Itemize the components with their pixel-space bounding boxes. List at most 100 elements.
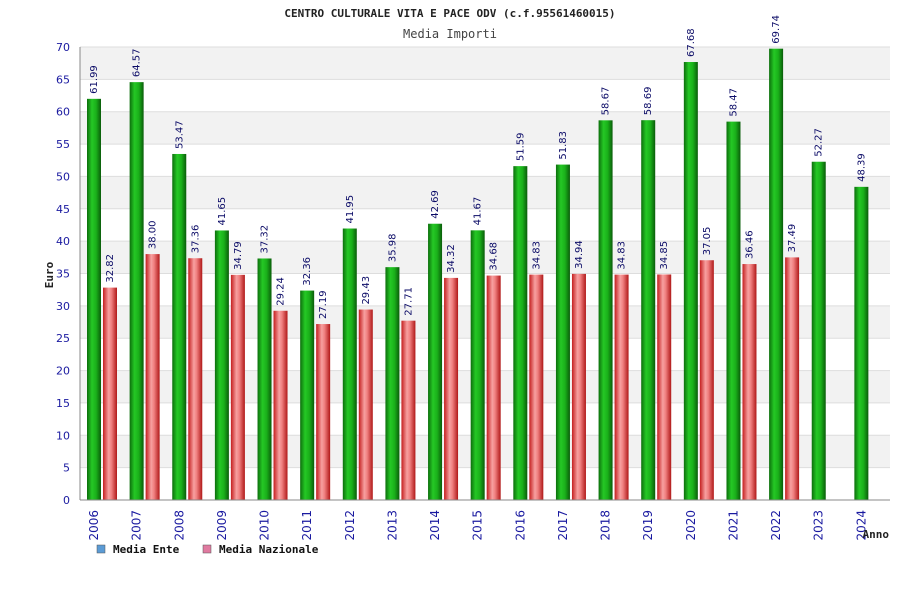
bar-media-nazionale: [145, 254, 160, 500]
bar-label-media-nazionale: 34.83: [531, 241, 542, 270]
bar-media-nazionale: [657, 274, 672, 500]
bar-label-media-ente: 53.47: [174, 120, 185, 149]
bar-media-ente: [811, 161, 826, 500]
bar-labels: 61.99 32.82 64.57 38.00 53.47 37.36 41.65 34.79…: [89, 15, 867, 319]
bar-media-ente: [214, 230, 229, 500]
chart-subtitle: Media Importi: [403, 27, 497, 41]
bar-media-nazionale: [444, 277, 459, 500]
x-tick-label: 2020: [684, 510, 698, 541]
bar-label-media-nazionale: 37.36: [190, 225, 201, 254]
chart-title: CENTRO CULTURALE VITA E PACE ODV (c.f.95…: [284, 7, 615, 20]
bar-label-media-ente: 69.74: [771, 15, 782, 44]
x-tick-label: 2023: [812, 510, 826, 541]
x-tick-label: 2009: [215, 510, 229, 541]
x-tick-label: 2019: [641, 510, 655, 541]
bar-label-media-nazionale: 27.71: [403, 287, 414, 316]
bar-media-nazionale: [358, 309, 373, 500]
bar-label-media-ente: 51.83: [558, 131, 569, 160]
bar-media-ente: [257, 258, 272, 500]
x-tick-label: 2018: [599, 510, 613, 541]
bar-media-ente: [555, 164, 570, 500]
y-tick-label: 70: [56, 41, 70, 54]
legend-swatch-media-ente: [96, 544, 106, 554]
legend-swatch-media-nazionale: [202, 544, 212, 554]
y-tick-label: 40: [56, 235, 70, 248]
bar-label-media-ente: 52.27: [814, 128, 825, 157]
y-tick-label: 65: [56, 73, 70, 86]
bar-media-ente: [641, 120, 656, 500]
bar-media-ente: [769, 48, 784, 501]
bar-label-media-nazionale: 34.79: [233, 241, 244, 270]
x-tick-label: 2010: [258, 510, 272, 541]
bar-label-media-ente: 64.57: [132, 48, 143, 77]
bar-label-media-ente: 41.65: [217, 197, 228, 226]
bar-media-ente: [172, 153, 187, 500]
y-tick-label: 50: [56, 170, 70, 183]
bar-media-nazionale: [571, 273, 586, 500]
bar-media-nazionale: [486, 275, 501, 500]
x-tick-label: 2008: [172, 510, 186, 541]
x-tick-label: 2006: [87, 510, 101, 541]
bar-label-media-ente: 58.67: [601, 87, 612, 116]
y-tick-label: 10: [56, 429, 70, 442]
legend-label-media-nazionale: Media Nazionale: [219, 543, 319, 556]
bar-media-nazionale: [230, 274, 245, 500]
bar-media-ente: [385, 267, 400, 500]
bar-label-media-ente: 51.59: [515, 132, 526, 161]
plot-band: [80, 208, 890, 242]
bar-media-nazionale: [529, 274, 544, 500]
bar-label-media-nazionale: 34.85: [659, 241, 670, 270]
bar-media-ente: [854, 186, 869, 500]
plot-band: [80, 176, 890, 209]
y-tick-label: 30: [56, 300, 70, 313]
y-tick-label: 45: [56, 203, 70, 216]
bar-media-nazionale: [785, 257, 800, 500]
bar-media-ente: [87, 98, 101, 500]
bar-label-media-nazionale: 38.00: [148, 220, 159, 249]
bar-media-nazionale: [742, 264, 757, 500]
plot-band: [80, 111, 890, 145]
bar-label-media-ente: 42.69: [430, 190, 441, 219]
y-tick-label: 20: [56, 365, 70, 378]
bar-label-media-nazionale: 29.43: [361, 276, 372, 305]
bar-label-media-ente: 37.32: [260, 225, 271, 254]
y-tick-label: 35: [56, 268, 70, 281]
bar-media-ente: [428, 223, 443, 500]
bar-media-nazionale: [103, 287, 117, 500]
x-tick-label: 2012: [343, 510, 357, 541]
bar-media-ente: [683, 62, 698, 501]
y-tick-label: 5: [63, 462, 70, 475]
y-axis-title: Euro: [43, 261, 56, 288]
x-tick-label: 2011: [300, 510, 314, 541]
bar-media-nazionale: [188, 258, 203, 500]
bar-label-media-ente: 67.68: [686, 28, 697, 57]
bar-media-nazionale: [614, 274, 629, 500]
y-tick-label: 60: [56, 106, 70, 119]
y-tick-label: 15: [56, 397, 70, 410]
bar-media-nazionale: [316, 324, 331, 500]
bar-label-media-nazionale: 37.49: [787, 224, 798, 253]
bar-label-media-ente: 41.95: [345, 195, 356, 224]
plot-band: [80, 47, 890, 80]
bar-media-nazionale: [699, 260, 714, 500]
bar-label-media-nazionale: 34.83: [617, 241, 628, 270]
bar-label-media-nazionale: 29.24: [276, 277, 287, 306]
bar-label-media-nazionale: 34.94: [574, 240, 585, 269]
bars: [87, 48, 869, 501]
x-tick-label: 2016: [513, 510, 527, 541]
bar-label-media-ente: 48.39: [856, 153, 867, 182]
x-tick-label: 2007: [130, 510, 144, 541]
bar-label-media-nazionale: 27.19: [318, 290, 329, 319]
bar-label-media-ente: 32.36: [302, 257, 313, 286]
bar-media-ente: [300, 290, 315, 500]
legend-label-media-ente: Media Ente: [113, 543, 180, 556]
bar-media-ente: [129, 82, 144, 500]
bar-label-media-nazionale: 37.05: [702, 227, 713, 256]
x-tick-label: 2015: [471, 510, 485, 541]
bar-label-media-nazionale: 34.32: [446, 244, 457, 273]
plot-band: [80, 144, 890, 177]
bar-label-media-nazionale: 34.68: [489, 242, 500, 271]
y-tick-label: 0: [63, 494, 70, 507]
bar-media-ente: [342, 228, 357, 501]
